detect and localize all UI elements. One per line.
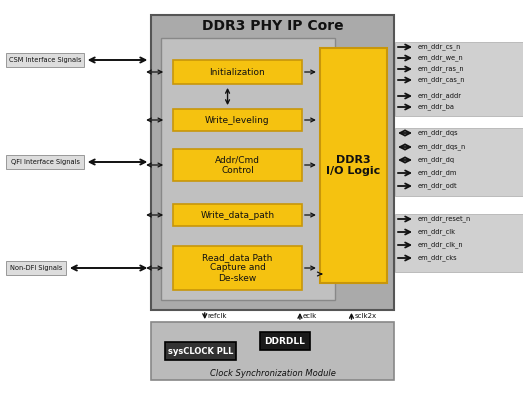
Bar bbox=[173, 60, 302, 84]
Bar bbox=[151, 15, 394, 310]
Bar bbox=[173, 246, 302, 290]
Text: em_ddr_dqs: em_ddr_dqs bbox=[418, 130, 459, 136]
Text: em_ddr_dm: em_ddr_dm bbox=[418, 170, 457, 177]
Bar bbox=[395, 42, 523, 116]
Text: sysCLOCK PLL: sysCLOCK PLL bbox=[168, 346, 233, 355]
Text: em_ddr_cas_n: em_ddr_cas_n bbox=[418, 76, 465, 84]
Bar bbox=[395, 128, 523, 196]
Text: em_ddr_reset_n: em_ddr_reset_n bbox=[418, 216, 471, 222]
Text: DDRDLL: DDRDLL bbox=[265, 336, 305, 346]
Text: em_ddr_ba: em_ddr_ba bbox=[418, 104, 455, 110]
Text: em_ddr_dq: em_ddr_dq bbox=[418, 157, 455, 164]
Text: em_ddr_ras_n: em_ddr_ras_n bbox=[418, 66, 464, 72]
Bar bbox=[151, 322, 394, 380]
Text: DDR3
I/O Logic: DDR3 I/O Logic bbox=[326, 155, 381, 176]
Bar bbox=[6, 155, 84, 169]
Text: CSM Interface Signals: CSM Interface Signals bbox=[9, 57, 82, 63]
Text: Non-DFI Signals: Non-DFI Signals bbox=[10, 265, 62, 271]
Bar bbox=[165, 342, 236, 360]
Text: Read_data Path
Capture and
De-skew: Read_data Path Capture and De-skew bbox=[202, 253, 272, 283]
Text: em_ddr_we_n: em_ddr_we_n bbox=[418, 55, 464, 61]
Bar bbox=[161, 38, 335, 300]
Text: em_ddr_addr: em_ddr_addr bbox=[418, 93, 462, 99]
Text: eclk: eclk bbox=[303, 313, 317, 319]
Text: sclk2x: sclk2x bbox=[355, 313, 377, 319]
Text: em_ddr_clk: em_ddr_clk bbox=[418, 229, 456, 235]
Bar bbox=[173, 109, 302, 131]
Bar bbox=[395, 214, 523, 272]
Bar bbox=[6, 261, 66, 275]
Text: QFI Interface Signals: QFI Interface Signals bbox=[10, 159, 79, 165]
Text: em_ddr_cs_n: em_ddr_cs_n bbox=[418, 44, 461, 50]
Text: refclk: refclk bbox=[208, 313, 227, 319]
Text: Clock Synchronization Module: Clock Synchronization Module bbox=[210, 370, 336, 379]
Text: Write_leveling: Write_leveling bbox=[205, 115, 270, 125]
Bar bbox=[173, 204, 302, 226]
Bar bbox=[320, 48, 387, 283]
Text: em_ddr_clk_n: em_ddr_clk_n bbox=[418, 242, 463, 248]
Bar bbox=[173, 149, 302, 181]
Bar bbox=[6, 53, 84, 67]
Text: em_ddr_odt: em_ddr_odt bbox=[418, 183, 458, 190]
Text: em_ddr_cks: em_ddr_cks bbox=[418, 255, 458, 261]
Text: em_ddr_dqs_n: em_ddr_dqs_n bbox=[418, 144, 466, 151]
Text: Write_data_path: Write_data_path bbox=[200, 210, 275, 219]
Text: Addr/Cmd
Control: Addr/Cmd Control bbox=[215, 155, 260, 175]
Bar bbox=[260, 332, 310, 350]
Text: Initialization: Initialization bbox=[210, 67, 265, 76]
Text: DDR3 PHY IP Core: DDR3 PHY IP Core bbox=[202, 19, 344, 33]
